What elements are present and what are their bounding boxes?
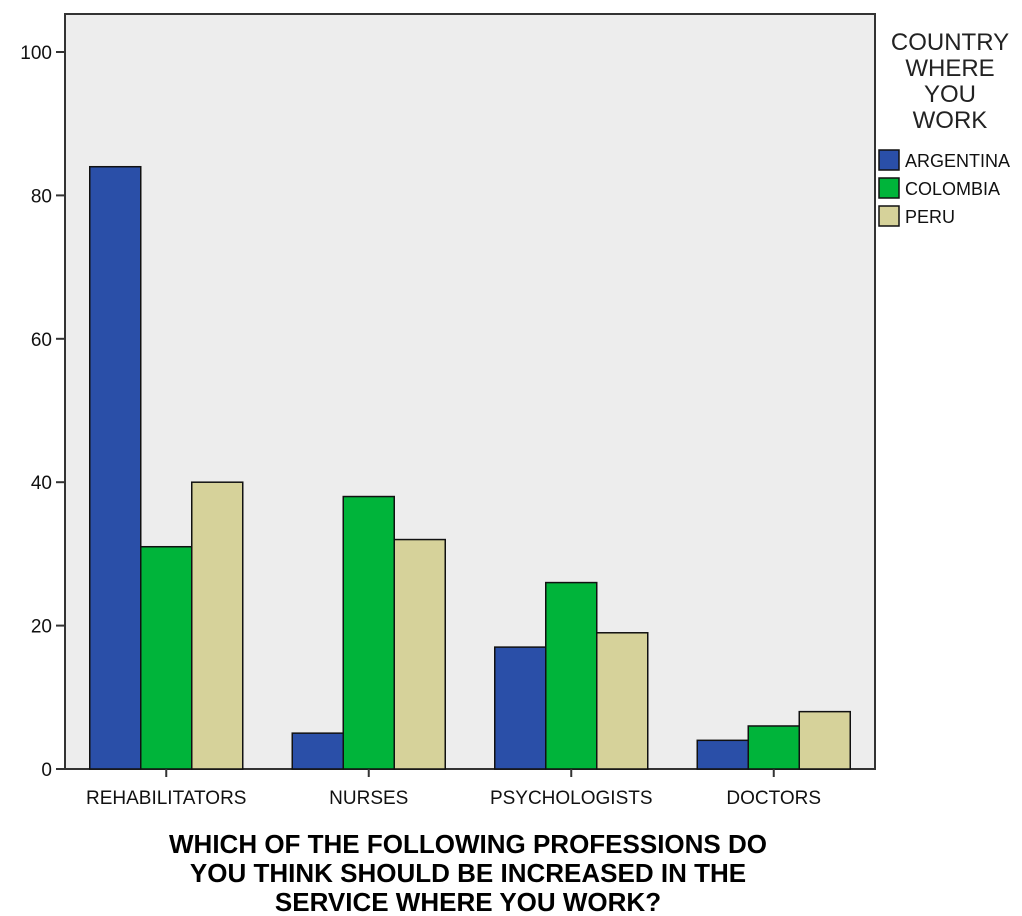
bar-peru-doctors bbox=[798, 710, 851, 770]
y-tick-label: 60 bbox=[31, 330, 52, 351]
legend-label-argentina: ARGENTINA bbox=[905, 151, 1010, 171]
legend-title-line-1: COUNTRY bbox=[891, 29, 1009, 56]
x-axis-title-line-1: WHICH OF THE FOLLOWING PROFESSIONS DO bbox=[169, 829, 767, 859]
x-axis-title-line-2: YOU THINK SHOULD BE INCREASED IN THE bbox=[190, 858, 746, 888]
bar-colombia-psychologists bbox=[545, 581, 598, 770]
bar-argentina-rehabilitators bbox=[89, 165, 142, 770]
x-tick-label: REHABILITATORS bbox=[86, 788, 246, 809]
x-tick-label: PSYCHOLOGISTS bbox=[490, 788, 653, 809]
bar-colombia-nurses bbox=[342, 495, 395, 770]
bar-argentina-psychologists bbox=[494, 646, 547, 770]
x-axis: REHABILITATORS NURSES PSYCHOLOGISTS DOCTORS bbox=[86, 769, 821, 809]
y-tick-label: 0 bbox=[41, 760, 52, 781]
legend: COUNTRY WHERE YOU WORK ARGENTINA COLOMBIA… bbox=[878, 29, 1010, 227]
y-axis: 0 20 40 60 80 100 bbox=[20, 43, 65, 781]
legend-swatch-peru bbox=[878, 205, 900, 227]
bar-peru-rehabilitators bbox=[191, 481, 244, 770]
x-axis-title: WHICH OF THE FOLLOWING PROFESSIONS DO YO… bbox=[169, 829, 767, 916]
legend-title-line-3: YOU bbox=[924, 81, 976, 108]
bars bbox=[89, 165, 851, 770]
bar-argentina-doctors bbox=[696, 739, 749, 770]
bar-colombia-rehabilitators bbox=[140, 545, 193, 770]
legend-title-line-4: WORK bbox=[913, 107, 988, 134]
legend-label-colombia: COLOMBIA bbox=[905, 179, 1000, 199]
legend-title-line-2: WHERE bbox=[905, 55, 994, 82]
legend-swatch-colombia bbox=[878, 177, 900, 199]
x-axis-title-line-3: SERVICE WHERE YOU WORK? bbox=[275, 887, 661, 916]
bar-peru-nurses bbox=[393, 538, 446, 770]
legend-label-peru: PERU bbox=[905, 207, 955, 227]
y-tick-label: 20 bbox=[31, 617, 52, 638]
bar-colombia-doctors bbox=[747, 725, 800, 770]
y-tick-label: 40 bbox=[31, 473, 52, 494]
legend-swatch-argentina bbox=[878, 149, 900, 171]
bar-peru-psychologists bbox=[596, 632, 649, 770]
bar-argentina-nurses bbox=[291, 732, 344, 770]
y-tick-label: 100 bbox=[20, 43, 52, 64]
y-tick-label: 80 bbox=[31, 186, 52, 207]
x-tick-label: DOCTORS bbox=[726, 788, 821, 809]
x-tick-label: NURSES bbox=[329, 788, 408, 809]
